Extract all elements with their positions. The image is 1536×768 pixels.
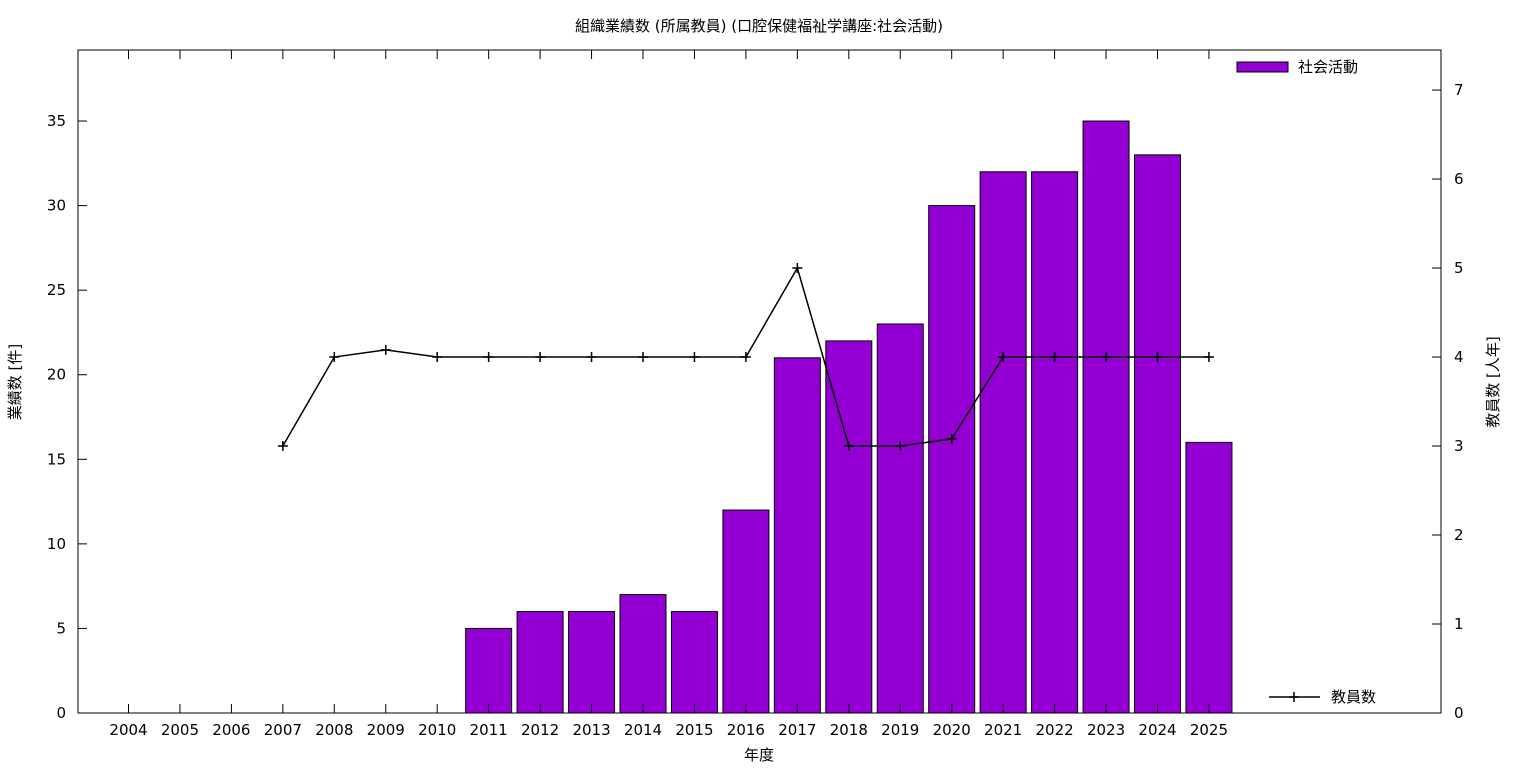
bar: [979, 171, 1027, 714]
line-point: [792, 263, 803, 274]
line-point: [380, 344, 391, 355]
line-point: [638, 352, 648, 363]
bar: [1082, 120, 1130, 714]
y2-tick-label: 7: [1454, 81, 1464, 99]
x-axis-label: 年度: [744, 746, 774, 764]
bar: [825, 340, 873, 714]
line-point: [895, 441, 906, 452]
x-tick-label: 2004: [109, 721, 147, 739]
line-series: [277, 263, 1214, 452]
y-tick-label: 10: [47, 535, 66, 553]
bar: [773, 357, 821, 714]
x-tick-label: 2013: [572, 721, 610, 739]
bar: [670, 611, 718, 714]
x-tick-label: 2011: [470, 721, 508, 739]
y-tick-label: 30: [47, 197, 66, 215]
y2-tick-label: 0: [1454, 704, 1464, 722]
x-tick-label: 2005: [161, 721, 199, 739]
bar: [928, 205, 976, 714]
line-point: [1049, 352, 1060, 363]
bar: [876, 323, 924, 714]
y2-tick-label: 6: [1454, 170, 1464, 188]
x-tick-label: 2019: [881, 721, 919, 739]
bar: [465, 627, 513, 714]
x-tick-label: 2017: [778, 721, 816, 739]
bar: [1031, 171, 1079, 714]
legend-swatch-bar: [1236, 61, 1289, 73]
legend-label-line: 教員数: [1331, 688, 1376, 706]
line-point: [483, 352, 494, 363]
bar: [516, 611, 564, 714]
bar-series: [465, 120, 1233, 714]
line-point: [689, 352, 700, 363]
x-tick-label: 2016: [727, 721, 765, 739]
x-tick-label: 2012: [521, 721, 559, 739]
x-tick-label: 2022: [1036, 721, 1074, 739]
bar: [722, 509, 770, 714]
line-point: [1152, 352, 1163, 363]
bar: [1134, 154, 1181, 714]
x-tick-label: 2023: [1087, 721, 1125, 739]
legend-marker-line: [1289, 692, 1299, 702]
line-point: [1101, 352, 1112, 363]
line-point: [586, 352, 597, 363]
y-axis-label: 業績数 [件]: [6, 344, 24, 420]
y2-tick-label: 3: [1454, 437, 1464, 455]
x-tick-label: 2024: [1138, 721, 1176, 739]
y-tick-label: 0: [56, 704, 66, 722]
x-tick-label: 2007: [264, 721, 302, 739]
y-tick-label: 20: [47, 366, 66, 384]
x-tick-label: 2006: [212, 721, 250, 739]
legend-label-bar: 社会活動: [1298, 58, 1358, 76]
y2-axis-label: 教員数 [人年]: [1484, 336, 1502, 427]
y-tick-label: 5: [56, 619, 66, 637]
x-tick-label: 2010: [418, 721, 456, 739]
y2-tick-label: 1: [1454, 615, 1464, 633]
line-point: [432, 352, 443, 363]
y2-tick-label: 5: [1454, 259, 1464, 277]
x-tick-label: 2020: [933, 721, 971, 739]
bar: [568, 611, 616, 714]
line-point: [843, 441, 854, 452]
x-tick-label: 2018: [830, 721, 868, 739]
y-tick-label: 35: [47, 112, 66, 130]
y-tick-label: 25: [47, 281, 66, 299]
bar: [619, 594, 667, 714]
x-tick-label: 2014: [624, 721, 662, 739]
line-point: [946, 433, 957, 444]
y-tick-label: 15: [47, 450, 66, 468]
y2-tick-label: 2: [1454, 526, 1464, 544]
line-point: [535, 352, 546, 363]
line-point: [1203, 352, 1214, 363]
line-point: [277, 441, 288, 452]
y2-tick-label: 4: [1454, 348, 1464, 366]
line-point: [740, 352, 751, 363]
x-tick-label: 2021: [984, 721, 1022, 739]
chart-title: 組織業績数 (所属教員) (口腔保健福祉学講座:社会活動): [575, 17, 943, 35]
x-tick-label: 2008: [315, 721, 353, 739]
x-tick-label: 2025: [1190, 721, 1228, 739]
line-point: [998, 352, 1009, 363]
x-tick-label: 2015: [675, 721, 713, 739]
x-tick-label: 2009: [367, 721, 405, 739]
bar: [1185, 441, 1233, 714]
line-point: [329, 352, 340, 363]
